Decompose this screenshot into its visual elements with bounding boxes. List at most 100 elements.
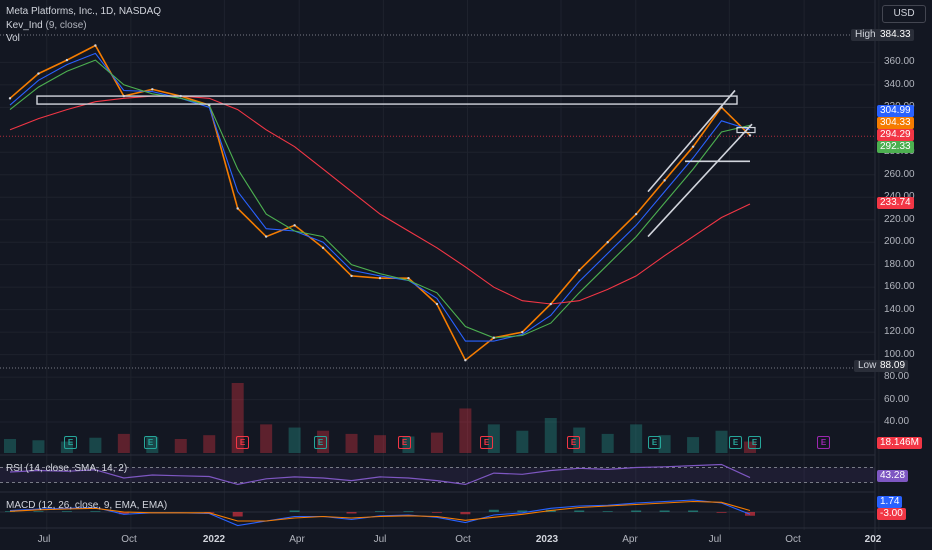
y-tick-label: 160.00: [884, 281, 915, 293]
price-point: [151, 88, 154, 91]
macd-histogram-bar: [346, 512, 357, 514]
macd-histogram-bar: [431, 512, 442, 513]
price-tag: 233.74: [877, 197, 914, 209]
earnings-marker-icon[interactable]: E: [398, 436, 411, 449]
y-tick-label: 140.00: [884, 303, 915, 315]
price-point: [663, 179, 666, 182]
symbol-title: Meta Platforms, Inc., 1D, NASDAQ: [6, 6, 162, 17]
earnings-marker-icon[interactable]: E: [64, 436, 77, 449]
earnings-marker-icon[interactable]: E: [236, 436, 249, 449]
x-tick-label: Apr: [622, 534, 638, 545]
price-point: [748, 134, 752, 137]
volume-bar: [4, 439, 16, 453]
macd-histogram-bar: [517, 510, 528, 512]
x-tick-label: 2023: [535, 534, 559, 545]
high-value-tag: 384.33: [877, 29, 914, 41]
volume-bars: [4, 383, 756, 453]
y-tick-label: 200.00: [884, 236, 915, 248]
volume-bar: [174, 439, 187, 453]
price-point: [65, 58, 69, 62]
volume-bar: [231, 383, 244, 453]
trendline-drawings: [36, 89, 756, 238]
x-tick-label: Oct: [455, 534, 471, 545]
price-point: [94, 44, 97, 47]
low-value-tag: 88.09: [877, 360, 909, 372]
price-series-line: [9, 95, 751, 305]
symbol-legend[interactable]: Meta Platforms, Inc., 1D, NASDAQ: [6, 6, 161, 17]
y-tick-label: 80.00: [884, 371, 910, 383]
price-point: [606, 241, 609, 244]
volume-bar: [117, 433, 130, 453]
price-tag: -3.00: [877, 508, 906, 520]
macd-histogram-bar: [118, 512, 129, 515]
y-tick-label: 260.00: [884, 168, 915, 180]
volume-bar: [630, 424, 643, 453]
price-point: [634, 212, 638, 216]
macd-histogram-bar: [688, 510, 699, 512]
volume-bar: [459, 408, 472, 453]
volume-bar: [146, 437, 159, 453]
price-point: [492, 336, 496, 339]
price-point: [37, 72, 40, 75]
x-tick-label: Jul: [37, 534, 51, 545]
breakout-box: [736, 126, 756, 134]
earnings-marker-icon[interactable]: E: [144, 436, 157, 449]
x-tick-label: 2022: [202, 534, 226, 545]
earnings-marker-icon[interactable]: E: [567, 436, 580, 449]
macd-legend[interactable]: MACD (12, 26, close, 9, EMA, EMA): [6, 500, 167, 511]
macd-histogram-bar: [574, 510, 585, 512]
macd-histogram-bar: [289, 510, 300, 512]
price-point: [236, 207, 239, 210]
volume-bar: [715, 430, 728, 453]
y-tick-label: 40.00: [884, 416, 910, 428]
price-point: [350, 274, 353, 278]
macd-histogram-bar: [716, 512, 727, 513]
y-tick-label: 340.00: [884, 78, 915, 90]
rsi-pane: [0, 463, 875, 486]
volume-bar: [658, 435, 671, 453]
y-tick-label: 360.00: [884, 56, 915, 68]
price-point: [321, 246, 325, 250]
y-tick-label: 220.00: [884, 213, 915, 225]
price-series-line: [9, 59, 751, 339]
currency-button[interactable]: USD: [882, 5, 926, 23]
indicator-legend[interactable]: Kev_Ind (9, close): [6, 20, 87, 31]
price-point: [464, 359, 467, 362]
price-tag: 18.146M: [877, 437, 922, 449]
rsi-label: RSI (14, close, SMA, 14, 2): [6, 463, 128, 474]
macd-histogram-bar: [61, 511, 72, 512]
low-label: Low: [854, 360, 881, 372]
resistance-rectangle: [36, 95, 738, 105]
macd-label: MACD (12, 26, close, 9, EMA, EMA): [6, 500, 168, 511]
earnings-marker-icon[interactable]: E: [748, 436, 761, 449]
price-point: [293, 224, 296, 227]
volume-bar: [374, 435, 386, 453]
macd-signal-line: [9, 500, 751, 522]
price-tag: 304.33: [877, 117, 914, 129]
price-point: [578, 269, 581, 272]
x-tick-label: Jul: [373, 534, 387, 545]
volume-bar: [687, 437, 700, 453]
volume-bar: [89, 437, 102, 453]
earnings-marker-icon[interactable]: E: [648, 436, 661, 449]
earnings-marker-icon[interactable]: E: [729, 436, 742, 449]
volume-bar: [744, 441, 756, 453]
rsi-legend[interactable]: RSI (14, close, SMA, 14, 2): [6, 463, 127, 474]
macd-histogram-bar: [403, 511, 414, 512]
price-tag: 292.33: [877, 141, 914, 153]
macd-histogram-bar: [5, 511, 15, 512]
earnings-marker-icon[interactable]: E: [817, 436, 830, 449]
macd-histogram-bar: [33, 511, 44, 512]
x-tick-label: Oct: [785, 534, 801, 545]
volume-legend[interactable]: Vol: [6, 33, 20, 44]
earnings-marker-icon[interactable]: E: [480, 436, 493, 449]
indicator-params: (9, close): [45, 20, 87, 31]
macd-histogram-bar: [90, 511, 101, 512]
channel-lower-line: [647, 123, 753, 238]
macd-histogram-bar: [460, 512, 471, 515]
price-point: [264, 235, 268, 238]
price-point: [8, 97, 12, 100]
earnings-marker-icon[interactable]: E: [314, 436, 327, 449]
